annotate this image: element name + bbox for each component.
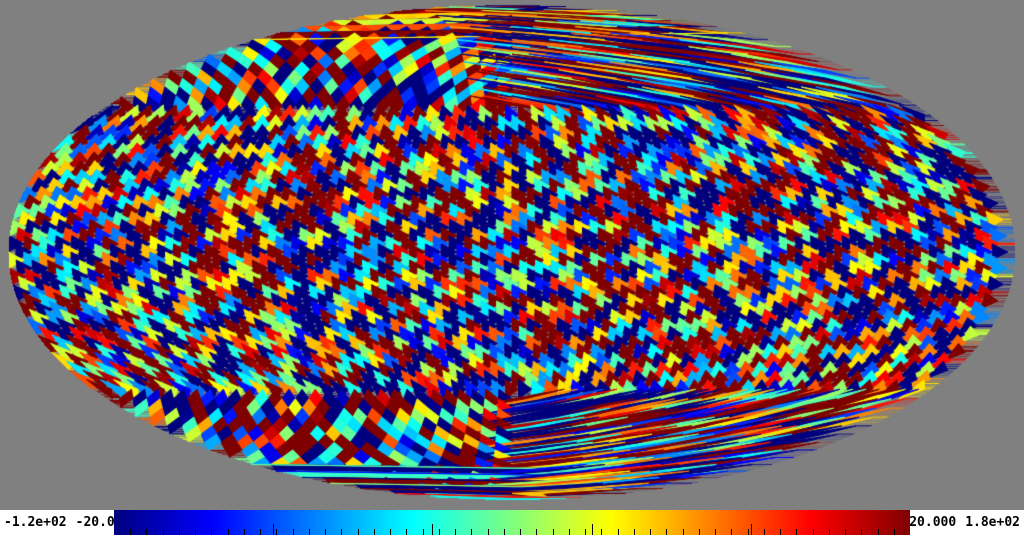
colorbar-vmax-label: 20.000	[909, 515, 957, 530]
colorbar-data-min-label: -1.2e+02	[4, 515, 67, 530]
colorbar-bar[interactable]	[114, 510, 910, 535]
colorbar-area: -1.2e+02 -20.000 20.000 1.8e+02	[0, 510, 1024, 535]
colorbar-gradient	[114, 510, 910, 535]
colorbar-data-max-label: 1.8e+02	[965, 515, 1020, 530]
healpix-mollweide-map[interactable]	[0, 0, 1024, 510]
colorbar-left-labels: -1.2e+02 -20.000	[4, 514, 130, 531]
colorbar-right-labels: 20.000 1.8e+02	[909, 514, 1020, 531]
sky-map-panel[interactable]	[0, 0, 1024, 510]
